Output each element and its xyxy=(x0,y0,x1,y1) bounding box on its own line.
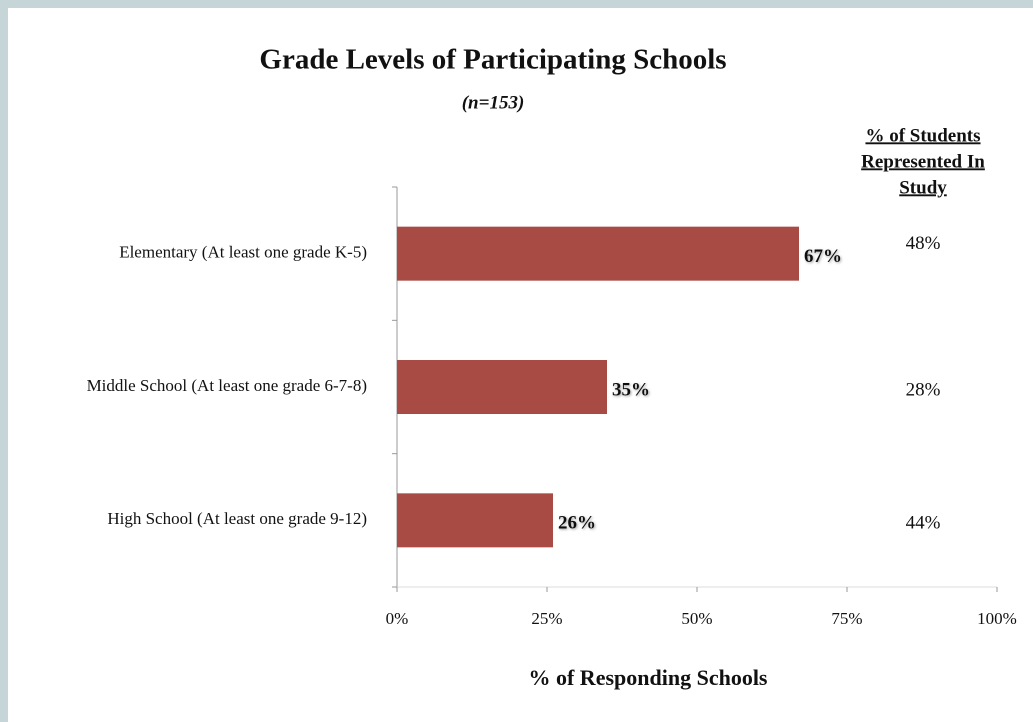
chart-title: Grade Levels of Participating Schools xyxy=(259,44,726,76)
side-column-value: 48% xyxy=(906,233,941,254)
data-label: 26% xyxy=(558,513,596,534)
x-tick-label: 50% xyxy=(681,609,712,628)
bar xyxy=(397,360,607,414)
data-label: 35% xyxy=(612,379,650,400)
y-tick-label: High School (At least one grade 9-12) xyxy=(107,509,367,528)
y-tick-label: Elementary (At least one grade K-5) xyxy=(119,243,367,262)
chart-subtitle: (n=153) xyxy=(462,92,525,113)
y-tick-label: Middle School (At least one grade 6-7-8) xyxy=(87,376,367,395)
x-tick-label: 100% xyxy=(977,609,1017,628)
side-column-value: 28% xyxy=(906,379,941,400)
side-column-header: Study xyxy=(899,177,947,198)
bar xyxy=(397,493,553,548)
x-tick-label: 75% xyxy=(831,609,862,628)
side-column-header: Represented In xyxy=(861,151,985,172)
side-column-header: % of Students xyxy=(865,125,980,146)
x-axis-label: % of Responding Schools xyxy=(528,665,767,690)
x-tick-label: 0% xyxy=(386,609,409,628)
x-tick-label: 25% xyxy=(531,609,562,628)
side-column-value: 44% xyxy=(906,513,941,534)
data-label: 67% xyxy=(804,246,842,267)
bar xyxy=(397,226,799,281)
